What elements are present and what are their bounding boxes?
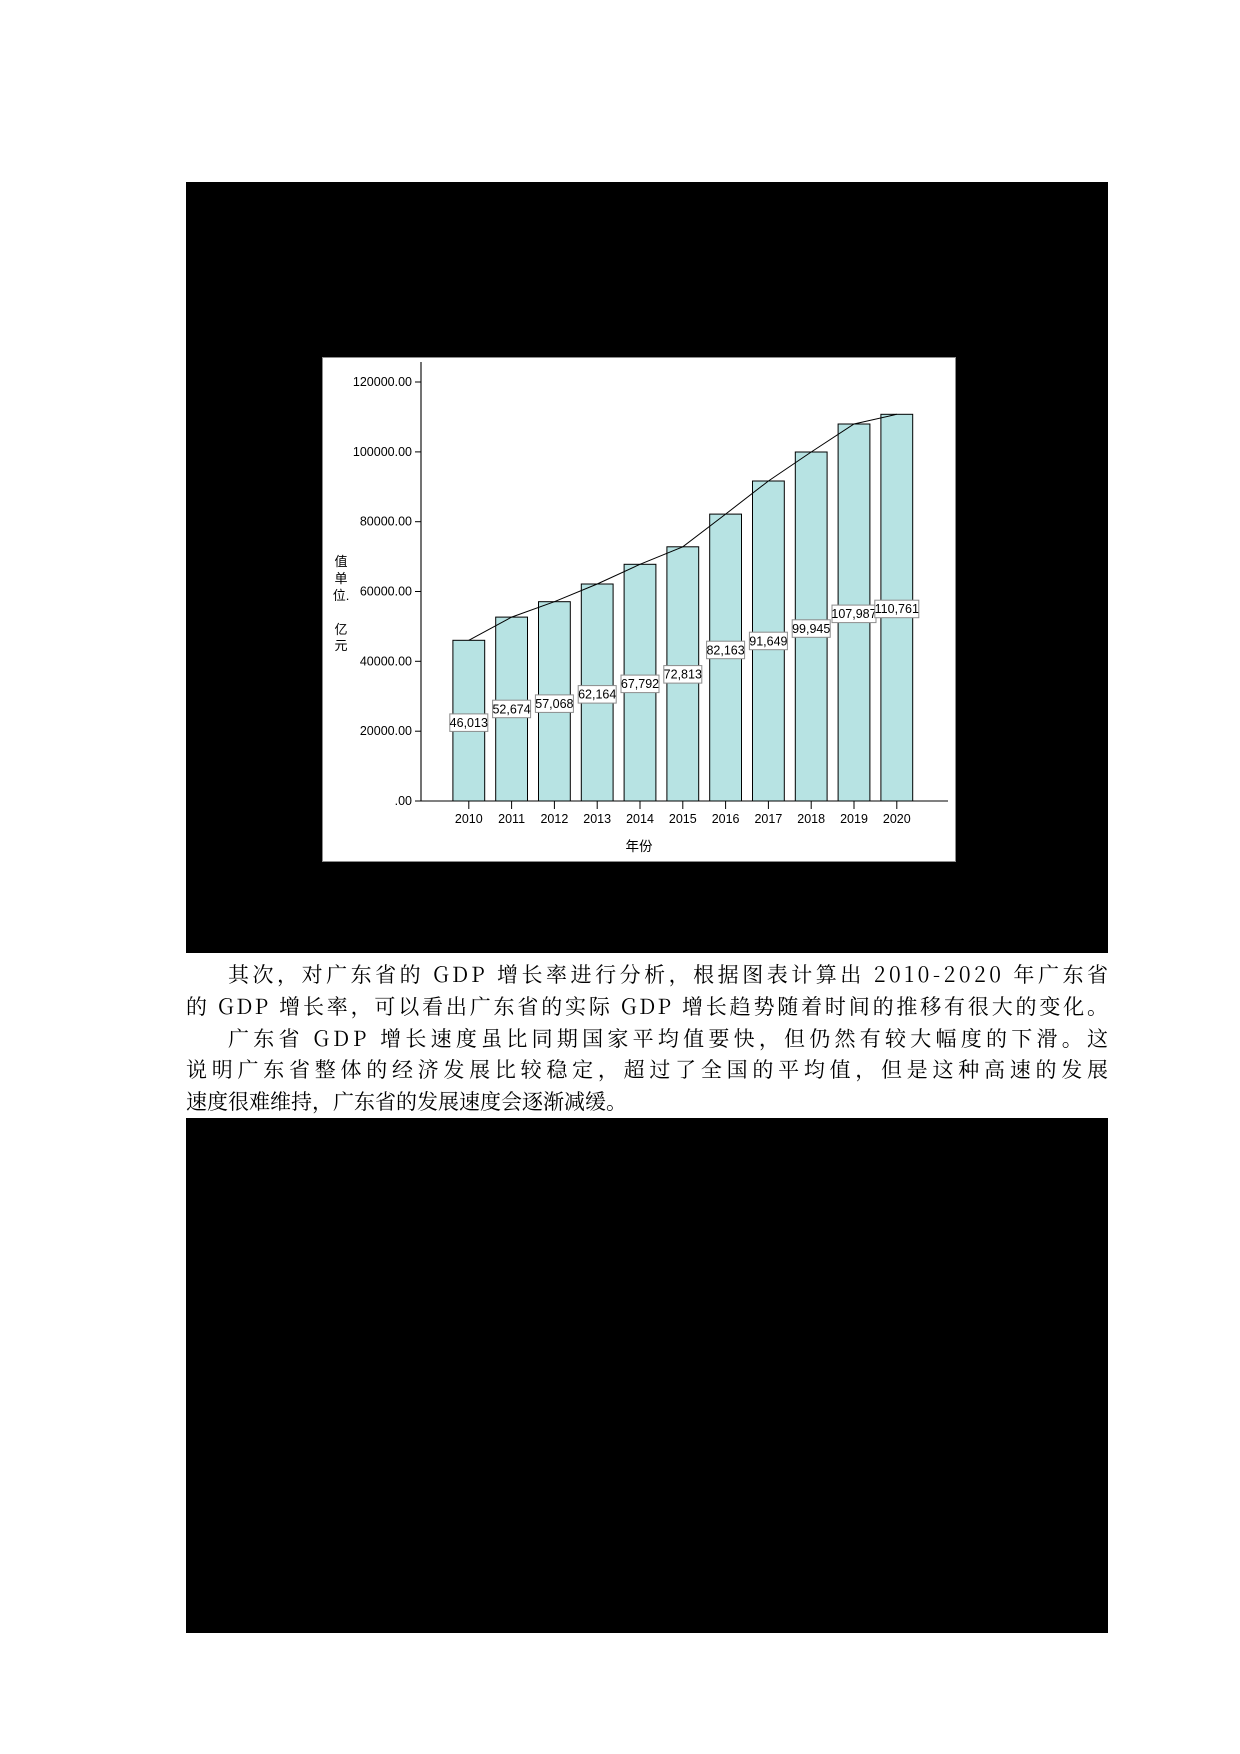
svg-text:2016: 2016 [712,812,740,826]
svg-text:110,761: 110,761 [875,602,919,616]
svg-text:120000.00: 120000.00 [353,375,412,389]
svg-text:72,813: 72,813 [664,668,702,682]
svg-text:62,164: 62,164 [578,688,616,702]
svg-text:46,013: 46,013 [450,716,488,730]
svg-text:2017: 2017 [754,812,782,826]
svg-text:57,068: 57,068 [535,697,573,711]
svg-text:67,792: 67,792 [621,677,659,691]
svg-text:99,945: 99,945 [792,622,830,636]
svg-text:2015: 2015 [669,812,697,826]
svg-text:100000.00: 100000.00 [353,445,412,459]
svg-text:82,163: 82,163 [706,643,744,657]
svg-text:2018: 2018 [797,812,825,826]
svg-text:.00: .00 [395,794,412,808]
svg-text:2014: 2014 [626,812,654,826]
svg-text:52,674: 52,674 [492,702,530,716]
svg-text:40000.00: 40000.00 [360,654,412,668]
svg-text:2013: 2013 [583,812,611,826]
svg-text:80000.00: 80000.00 [360,515,412,529]
svg-text:60000.00: 60000.00 [360,585,412,599]
svg-text:2011: 2011 [498,812,525,826]
svg-text:2012: 2012 [540,812,568,826]
svg-text:2020: 2020 [883,812,911,826]
svg-text:2019: 2019 [840,812,868,826]
svg-text:20000.00: 20000.00 [360,724,412,738]
svg-text:107,987: 107,987 [831,607,876,621]
svg-text:91,649: 91,649 [749,634,787,648]
svg-text:2010: 2010 [455,812,483,826]
